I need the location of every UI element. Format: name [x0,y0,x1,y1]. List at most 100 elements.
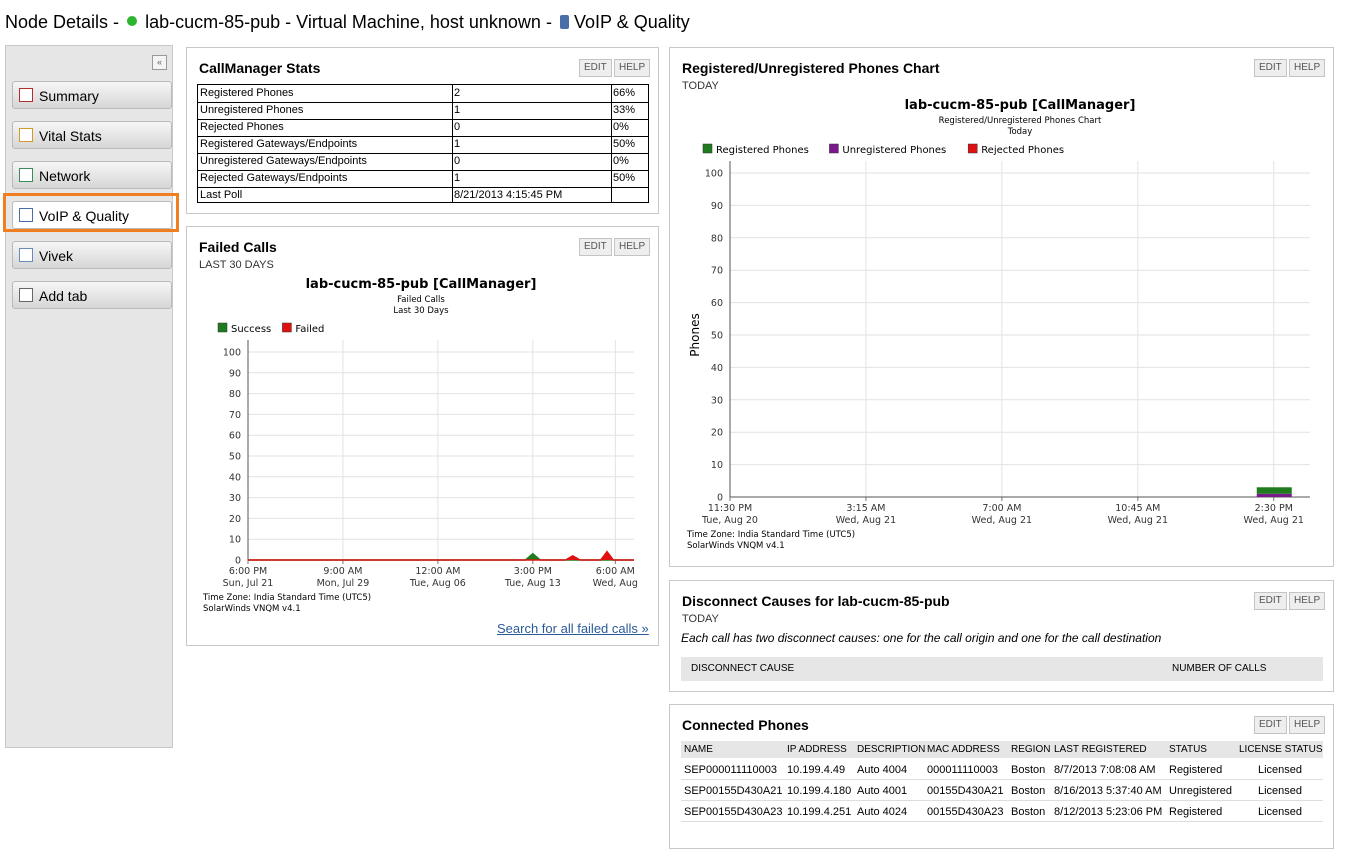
y-tick-label: 60 [229,431,241,442]
x-tick-date: Wed, Aug 21 [1244,515,1304,526]
y-tick-label: 20 [229,514,241,525]
tab-icon [19,248,33,262]
failed-calls-panel: Failed Calls LAST 30 DAYS Search for all… [186,226,659,646]
column-divider [452,85,453,202]
table-cell: Registered [1169,806,1223,818]
table-cell: 8/12/2013 5:23:06 PM [1054,806,1163,818]
table-cell: 00155D430A23 [927,806,1004,818]
sidebar-tab[interactable]: Vital Stats [12,121,172,149]
header-view: VoIP & Quality [573,12,690,32]
x-tick-date: Sun, Jul 21 [223,578,274,589]
table-cell: 000011110003 [927,764,998,776]
stats-cell: 0 [454,121,461,133]
stats-cell: 1 [454,138,461,150]
x-tick-label: 7:00 AM [982,503,1021,514]
column-header: NAME [684,744,713,755]
x-tick-date: Tue, Aug 20 [701,515,758,526]
table-cell: SEP00155D430A23 [684,806,783,818]
sidebar-tab[interactable]: Summary [12,81,172,109]
legend-swatch [702,143,713,154]
edit-button[interactable]: EDIT [1254,592,1287,610]
column-header: LAST REGISTERED [1054,744,1147,755]
stats-cell: 0% [613,155,629,167]
tab-icon [19,168,33,182]
status-dot [127,16,138,26]
table-cell: Unregistered [1169,785,1232,797]
row-divider [681,800,1323,801]
tab-label: Summary [39,88,99,104]
y-tick-label: 80 [711,233,723,244]
y-tick-label: 10 [229,535,241,546]
y-tick-label: 50 [229,452,241,463]
column-header: REGION [1011,744,1051,755]
help-button[interactable]: HELP [1289,716,1326,734]
stats-cell: 33% [613,104,636,116]
table-cell: Auto 4024 [857,806,908,818]
stats-cell: Unregistered Gateways/Endpoints [200,155,367,167]
page-header: Node Details - lab-cucm-85-pub - Virtual… [5,12,690,33]
row-divider [198,170,648,171]
column-header: NUMBER OF CALLS [1172,663,1267,674]
panel-note: Each call has two disconnect causes: one… [681,631,1162,645]
panel-title: CallManager Stats [199,60,321,76]
table-header [681,741,1323,758]
tab-label: VoIP & Quality [39,208,130,224]
panel-period: TODAY [682,80,719,92]
stats-cell: Rejected Phones [200,121,284,133]
x-tick-date: Wed, Aug 21 [836,515,896,526]
panel-period: LAST 30 DAYS [199,259,274,271]
collapse-button[interactable]: « [152,55,167,70]
y-tick-label: 90 [229,368,241,379]
stats-cell: Registered Gateways/Endpoints [200,138,358,150]
legend-label: Success [231,324,271,335]
table-header: DISCONNECT CAUSE NUMBER OF CALLS [681,657,1323,681]
edit-button[interactable]: EDIT [579,238,612,256]
y-tick-label: 60 [711,298,723,309]
bar-segment [1256,487,1292,494]
help-button[interactable]: HELP [614,59,651,77]
sidebar-tab[interactable]: VoIP & Quality [12,201,172,229]
tab-label: Vital Stats [39,128,102,144]
edit-button[interactable]: EDIT [579,59,612,77]
row-divider [681,821,1323,822]
chart: lab-cucm-85-pub [CallManager] Failed Call… [202,277,638,614]
x-tick-label: 9:00 AM [323,566,362,577]
help-button[interactable]: HELP [614,238,651,256]
column-header: IP ADDRESS [787,744,847,755]
help-button[interactable]: HELP [1289,59,1326,77]
edit-button[interactable]: EDIT [1254,59,1287,77]
table-cell: Boston [1011,785,1046,797]
table-cell: Licensed [1258,785,1303,797]
chart-subtitle: Last 30 Days [393,306,449,316]
x-tick-label: 3:00 PM [514,566,552,577]
search-link[interactable]: Search for all failed calls » [497,621,649,636]
table-cell: 8/7/2013 7:08:08 AM [1054,764,1156,776]
header-prefix: Node Details - [5,12,120,32]
y-axis-label: Phones [688,313,702,356]
phones-table: NAME IP ADDRESS DESCRIPTION MAC ADDRESS REGI… [681,741,1323,823]
x-tick-label: 12:00 AM [415,566,460,577]
x-tick-label: 10:45 AM [1115,503,1160,514]
table-cell: Auto 4001 [857,785,908,797]
tab-icon [19,88,33,102]
row-divider [198,102,648,103]
sidebar-tab[interactable]: Network [12,161,172,189]
y-tick-label: 50 [711,331,723,342]
x-tick-label: 2:30 PM [1255,503,1293,514]
stats-cell: 2 [454,87,461,99]
stats-cell: Unregistered Phones [200,104,304,116]
bar-segment [1256,493,1292,497]
x-tick-label: 6:00 PM [229,566,267,577]
y-tick-label: 90 [711,201,723,212]
x-tick-date: Wed, Aug [593,578,638,589]
chart-title: lab-cucm-85-pub [CallManager] [306,277,537,292]
edit-button[interactable]: EDIT [1254,716,1287,734]
x-tick-date: Mon, Jul 29 [317,578,370,589]
chart-subtitle: Failed Calls [397,295,445,305]
sidebar-tab[interactable]: Vivek [12,241,172,269]
stats-cell: 66% [613,87,636,99]
help-button[interactable]: HELP [1289,592,1326,610]
row-divider [198,136,648,137]
sidebar-tab[interactable]: Add tab [12,281,172,309]
series-area [248,550,634,561]
